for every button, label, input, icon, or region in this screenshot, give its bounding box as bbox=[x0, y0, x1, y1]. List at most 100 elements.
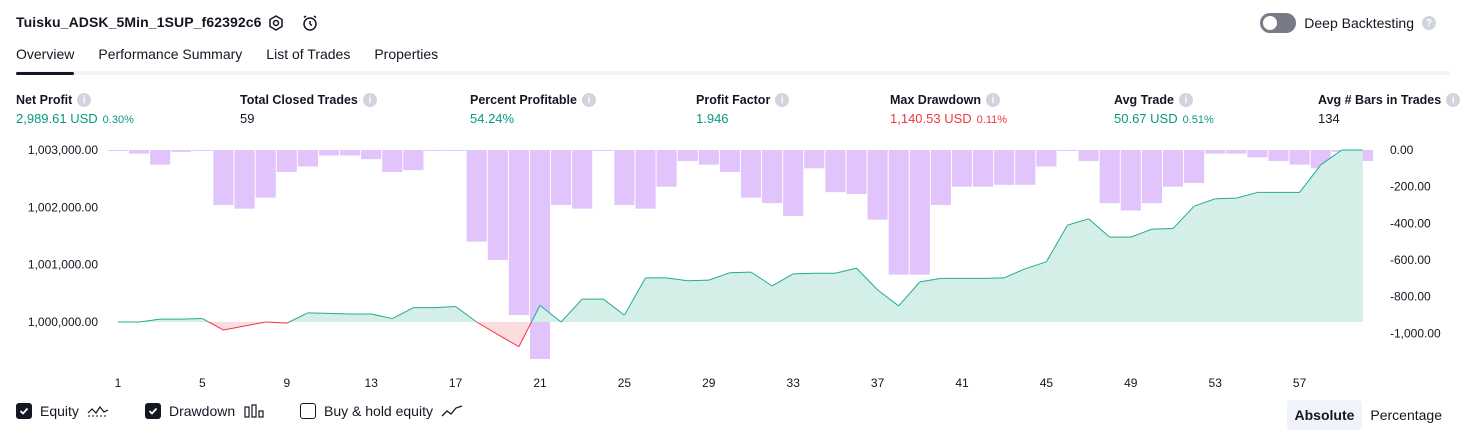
drawdown-bar bbox=[171, 150, 192, 152]
metric-avg-bars: Avg # Bars in Trades i 134 bbox=[1318, 93, 1461, 126]
drawdown-checkbox[interactable] bbox=[145, 403, 161, 419]
equity-area bbox=[983, 277, 1005, 322]
equity-line-icon bbox=[87, 405, 109, 417]
metric-value: 1,140.53 USD bbox=[890, 111, 972, 126]
x-axis-tick-label: 49 bbox=[1124, 376, 1138, 390]
percentage-option[interactable]: Percentage bbox=[1370, 407, 1442, 423]
equity-area bbox=[1320, 150, 1342, 322]
x-axis-tick-label: 5 bbox=[199, 376, 206, 390]
drawdown-bar bbox=[297, 150, 318, 167]
equity-area bbox=[329, 313, 351, 322]
equity-area bbox=[1194, 198, 1216, 322]
info-icon[interactable]: i bbox=[362, 93, 377, 107]
equity-line bbox=[497, 334, 520, 348]
drawdown-bar bbox=[1268, 150, 1289, 161]
toggle-knob bbox=[1263, 16, 1278, 30]
equity-line bbox=[1025, 261, 1047, 270]
info-icon[interactable]: i bbox=[77, 93, 92, 107]
info-icon[interactable]: i bbox=[1178, 93, 1193, 107]
equity-line bbox=[371, 313, 393, 320]
legend-label: Equity bbox=[40, 403, 79, 419]
x-axis-tick-label: 53 bbox=[1209, 376, 1223, 390]
drawdown-bar bbox=[1184, 150, 1205, 183]
drawdown-bar bbox=[677, 150, 698, 161]
equity-drawdown-chart[interactable]: 1,000,000.00 1,001,000.00 1,002,000.00 1,00… bbox=[0, 135, 1466, 395]
equity-area bbox=[898, 281, 920, 322]
metric-percent: 0.11% bbox=[976, 114, 1008, 126]
drawdown-bar bbox=[1226, 150, 1247, 154]
equity-area bbox=[434, 306, 456, 322]
equity-area bbox=[582, 299, 604, 322]
x-axis-tick-label: 33 bbox=[787, 376, 801, 390]
equity-area bbox=[1299, 164, 1321, 322]
equity-area bbox=[476, 322, 498, 335]
drawdown-bar bbox=[1162, 150, 1184, 187]
metric-label: Avg Trade bbox=[1114, 93, 1174, 107]
metric-percent: 0.30% bbox=[102, 114, 134, 126]
tab-performance-summary[interactable]: Performance Summary bbox=[98, 46, 243, 62]
equity-area bbox=[350, 313, 372, 322]
drawdown-bar bbox=[593, 150, 614, 151]
equity-area bbox=[856, 268, 878, 322]
drawdown-bar bbox=[318, 150, 340, 156]
equity-area bbox=[1151, 228, 1173, 322]
legend-equity[interactable]: Equity bbox=[16, 403, 109, 419]
deep-backtesting-toggle[interactable] bbox=[1260, 13, 1297, 33]
legend-buy-hold[interactable]: Buy & hold equity bbox=[300, 403, 463, 419]
strategy-title: Tuisku_ADSK_5Min_1SUP_f62392c6 bbox=[16, 14, 262, 30]
tab-overview[interactable]: Overview bbox=[16, 46, 75, 75]
equity-line bbox=[602, 298, 625, 316]
equity-line bbox=[265, 321, 287, 324]
help-icon[interactable]: ? bbox=[1422, 16, 1436, 30]
drawdown-bar bbox=[382, 150, 403, 172]
drawdown-bar bbox=[698, 150, 719, 165]
info-icon[interactable]: i bbox=[581, 93, 596, 107]
tab-underline-rule bbox=[16, 71, 1450, 75]
equity-area bbox=[371, 313, 393, 322]
drawdown-bar bbox=[909, 150, 930, 275]
buy-hold-checkbox[interactable] bbox=[300, 403, 316, 419]
drawdown-bar bbox=[1099, 150, 1120, 204]
x-axis-tick-label: 29 bbox=[702, 376, 716, 390]
legend-drawdown[interactable]: Drawdown bbox=[145, 403, 265, 419]
left-axis-tick-label: 1,002,000.00 bbox=[28, 200, 98, 214]
drawdown-bar bbox=[783, 150, 804, 216]
equity-line bbox=[244, 321, 266, 327]
legend-label: Drawdown bbox=[169, 403, 236, 419]
equity-area bbox=[1173, 206, 1195, 322]
info-icon[interactable]: i bbox=[1446, 93, 1461, 107]
info-icon[interactable]: i bbox=[775, 93, 790, 107]
tab-properties[interactable]: Properties bbox=[374, 46, 439, 62]
equity-area bbox=[919, 278, 941, 322]
metric-value: 50.67 USD bbox=[1114, 111, 1178, 126]
absolute-option[interactable]: Absolute bbox=[1286, 400, 1363, 430]
metric-label: Total Closed Trades bbox=[240, 93, 358, 107]
equity-area bbox=[666, 277, 688, 322]
equity-area bbox=[1257, 192, 1279, 322]
drawdown-bar bbox=[1289, 150, 1310, 165]
info-icon[interactable]: i bbox=[986, 93, 1000, 107]
right-axis-tick-label: -1,000.00 bbox=[1390, 326, 1441, 340]
drawdown-bar bbox=[129, 150, 150, 154]
equity-line bbox=[750, 271, 773, 287]
equity-line bbox=[1004, 268, 1026, 279]
alarm-add-icon[interactable] bbox=[300, 13, 320, 33]
tab-list-of-trades[interactable]: List of Trades bbox=[266, 46, 351, 62]
deep-backtesting-control: Deep Backtesting ? bbox=[1260, 13, 1436, 33]
right-axis-tick-label: -400.00 bbox=[1390, 216, 1431, 230]
equity-line bbox=[898, 281, 921, 307]
equity-area bbox=[413, 307, 435, 322]
drawdown-bar bbox=[551, 150, 572, 205]
equity-area bbox=[1067, 218, 1089, 322]
equity-checkbox[interactable] bbox=[16, 403, 32, 419]
drawdown-bar bbox=[213, 150, 234, 205]
equity-area bbox=[1341, 150, 1363, 322]
equity-area bbox=[877, 289, 899, 322]
equity-area bbox=[940, 278, 962, 322]
drawdown-bar bbox=[572, 150, 593, 209]
x-axis-tick-label: 17 bbox=[449, 376, 463, 390]
equity-line bbox=[835, 267, 857, 274]
deep-backtesting-label: Deep Backtesting bbox=[1304, 15, 1414, 31]
settings-icon[interactable] bbox=[266, 13, 286, 33]
equity-line bbox=[1151, 228, 1174, 230]
